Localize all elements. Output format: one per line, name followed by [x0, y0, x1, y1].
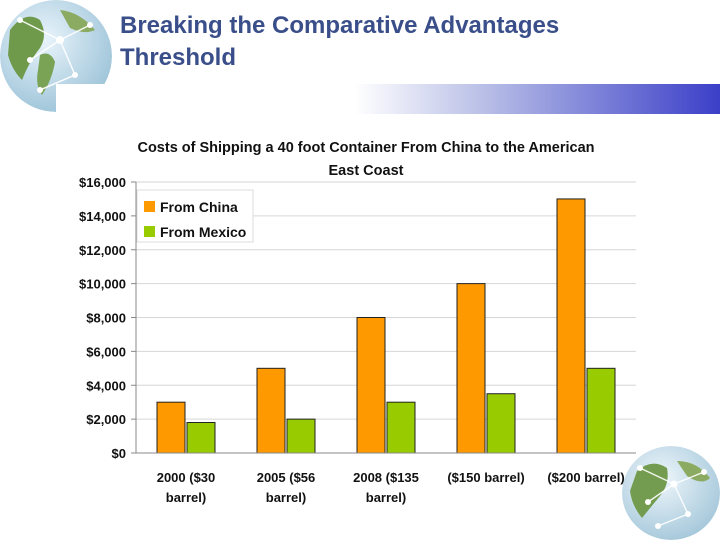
- x-axis: 2000 ($30 barrel) 2005 ($56 barrel) 2008 ($1…: [136, 452, 636, 505]
- x-category-label: 2000 ($30: [157, 470, 216, 485]
- legend-label: From Mexico: [160, 224, 246, 240]
- x-category-label: ($200 barrel): [547, 470, 624, 485]
- legend-swatch: [144, 226, 155, 237]
- bar-from-mexico: [186, 422, 216, 454]
- bar-from-china: [356, 317, 386, 454]
- y-axis: $0 $2,000 $4,000 $6,000 $8,000 $10,000 $12,000…: [79, 175, 137, 461]
- y-tick-label: $10,000: [79, 277, 126, 292]
- chart-bars: [156, 198, 616, 454]
- chart-legend: From China From Mexico: [136, 189, 254, 243]
- bar-from-china: [556, 198, 586, 454]
- y-tick-label: $8,000: [86, 311, 126, 326]
- bar-from-mexico: [386, 401, 416, 454]
- x-category-label: barrel): [366, 490, 406, 505]
- x-category-label: ($150 barrel): [447, 470, 524, 485]
- x-category-label: 2005 ($56: [257, 470, 316, 485]
- y-tick-label: $6,000: [86, 344, 126, 359]
- bar-from-mexico: [586, 367, 616, 454]
- y-tick-label: $16,000: [79, 175, 126, 190]
- chart-title-line-2: East Coast: [329, 163, 404, 179]
- slide-title-line-1: Breaking the Comparative Advantages: [120, 12, 560, 39]
- bar-from-mexico: [286, 418, 316, 454]
- y-tick-label: $12,000: [79, 243, 126, 258]
- x-category-label: barrel): [266, 490, 306, 505]
- slide-title: Breaking the Comparative Advantages Thre…: [120, 10, 680, 74]
- x-category-label: barrel): [166, 490, 206, 505]
- bar-from-mexico: [486, 393, 516, 454]
- bar-from-china: [156, 401, 186, 454]
- y-tick-label: $4,000: [86, 378, 126, 393]
- legend-swatch: [144, 201, 155, 212]
- chart-title-line-1: Costs of Shipping a 40 foot Container Fr…: [137, 140, 594, 156]
- bar-from-china: [456, 283, 486, 454]
- y-tick-label: $0: [112, 446, 126, 461]
- bar-from-china: [256, 367, 286, 454]
- globe-corner-icon: [622, 446, 720, 540]
- legend-box: [136, 189, 254, 243]
- legend-label: From China: [160, 199, 238, 215]
- y-tick-label: $2,000: [86, 412, 126, 427]
- y-tick-label: $14,000: [79, 209, 126, 224]
- slide-title-line-2: Threshold: [120, 44, 237, 71]
- title-gradient-bar: [56, 84, 720, 114]
- x-category-label: 2008 ($135: [353, 470, 419, 485]
